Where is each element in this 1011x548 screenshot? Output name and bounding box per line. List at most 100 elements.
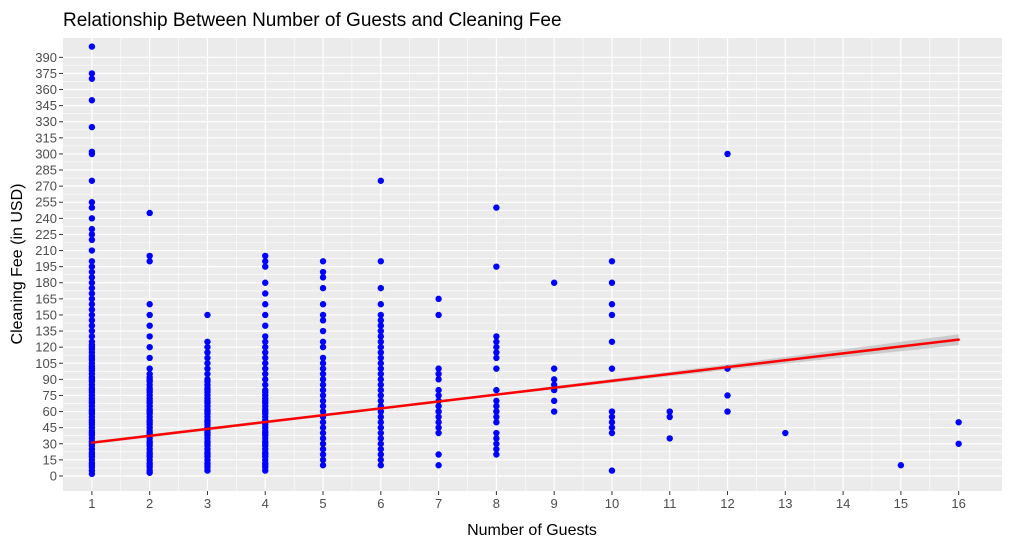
data-point (955, 440, 962, 447)
data-point (608, 311, 616, 319)
y-tick-label: 300 (35, 146, 57, 161)
data-point (377, 177, 385, 184)
data-point (377, 301, 385, 308)
data-point (782, 429, 789, 437)
data-point (666, 413, 673, 421)
y-tick-label: 60 (43, 404, 57, 419)
x-tick-label: 11 (663, 496, 677, 511)
y-tick-label: 360 (35, 82, 57, 97)
data-point (204, 338, 211, 345)
x-tick-label: 16 (951, 496, 965, 511)
data-point (435, 386, 442, 394)
data-point (377, 338, 385, 345)
data-point (435, 451, 442, 458)
data-point (146, 209, 153, 217)
data-point (377, 413, 385, 421)
data-point (377, 343, 385, 351)
data-point (435, 408, 442, 415)
data-point (608, 301, 616, 308)
data-point (88, 204, 96, 211)
data-point (377, 360, 385, 367)
data-point (377, 456, 385, 464)
data-point (204, 376, 211, 383)
data-point (319, 408, 327, 415)
data-point (608, 413, 616, 421)
data-point (262, 311, 269, 319)
data-point (319, 360, 327, 367)
data-point (608, 279, 616, 286)
data-point (435, 311, 442, 319)
data-point (319, 354, 327, 362)
data-point (88, 284, 96, 292)
data-point (319, 317, 327, 324)
data-point (319, 386, 327, 394)
data-point (493, 365, 500, 372)
data-point (493, 402, 500, 410)
y-tick-label: 240 (35, 211, 57, 226)
data-point (319, 435, 327, 442)
data-point (493, 263, 500, 270)
y-tick-label: 90 (43, 372, 57, 387)
trend-line (90, 338, 960, 444)
y-tick-label: 180 (35, 275, 57, 290)
data-point (88, 70, 96, 77)
x-axis-title: Number of Guests (467, 522, 597, 539)
data-point (493, 413, 500, 421)
data-point (724, 150, 731, 158)
data-point (88, 199, 96, 206)
data-point (435, 370, 442, 378)
data-point (666, 435, 673, 442)
data-point (88, 338, 96, 345)
x-tick-label: 3 (204, 496, 211, 511)
data-point (319, 258, 327, 265)
x-tick-label: 7 (435, 496, 442, 511)
data-point (88, 279, 96, 286)
data-point (88, 231, 96, 238)
data-point (88, 322, 96, 329)
data-point (608, 408, 616, 415)
data-point (435, 376, 442, 383)
y-tick-label: 255 (35, 195, 57, 210)
data-point (550, 365, 558, 372)
data-point (319, 445, 327, 453)
data-point (146, 354, 153, 362)
data-point (319, 338, 327, 345)
data-point (262, 338, 269, 345)
trend-layer (90, 338, 960, 444)
data-point (550, 408, 558, 415)
x-tick-label: 10 (605, 496, 619, 511)
grid-minor (63, 38, 1002, 491)
data-point (204, 370, 211, 378)
data-point (550, 279, 558, 286)
y-tick-label: 135 (35, 324, 57, 339)
data-point (204, 354, 211, 362)
data-point (493, 343, 500, 351)
x-tick-label: 5 (319, 496, 326, 511)
data-point (262, 290, 269, 297)
data-point (493, 419, 500, 426)
data-point (319, 381, 327, 388)
data-point (608, 424, 616, 431)
data-point (493, 445, 500, 453)
data-point (319, 424, 327, 431)
y-tick-label: 330 (35, 114, 57, 129)
data-point (319, 376, 327, 383)
data-point (204, 360, 211, 367)
data-point (204, 343, 211, 351)
data-point (262, 360, 269, 367)
data-point (608, 419, 616, 426)
y-tick-label: 285 (35, 163, 57, 178)
data-point (666, 408, 673, 415)
data-point (319, 429, 327, 437)
y-tick-label: 30 (43, 436, 57, 451)
data-point (88, 75, 96, 82)
data-point (955, 419, 962, 426)
data-point (146, 370, 153, 378)
data-point (319, 462, 327, 469)
data-point (377, 451, 385, 458)
data-point (493, 435, 500, 442)
data-point (377, 429, 385, 437)
data-point (262, 349, 269, 356)
data-point (493, 440, 500, 447)
data-point (493, 204, 500, 211)
